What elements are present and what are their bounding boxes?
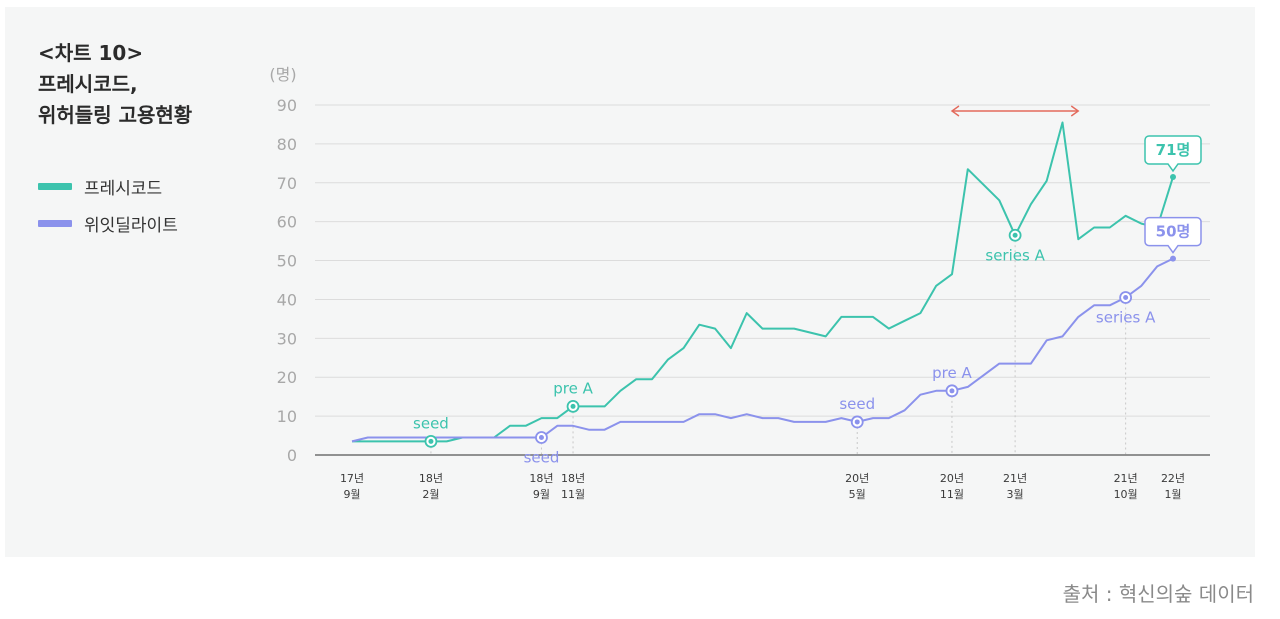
range-arrow-head-right (1070, 105, 1080, 117)
chart-panel (5, 7, 1255, 557)
title-line-2: 프레시코드, (38, 72, 138, 96)
x-tick-label: 2월 (422, 488, 439, 501)
event-label: pre A (932, 364, 972, 382)
x-tick-label: 9월 (533, 488, 550, 501)
event-label: series A (1096, 309, 1156, 327)
event-label: seed (413, 414, 449, 432)
end-callout-box (1144, 135, 1202, 173)
x-tick-label: 10월 (1114, 488, 1138, 501)
x-tick-label: 21년 (1114, 472, 1138, 485)
y-tick-label: 0 (287, 446, 297, 465)
legend-label-freshcode: 프레시코드 (84, 179, 163, 199)
legend-label-weatherlight: 위잇딜라이트 (84, 216, 178, 236)
event-label: seed (524, 449, 560, 467)
event-label: series A (985, 246, 1045, 264)
y-tick-label: 60 (277, 213, 297, 232)
title-line-3: 위허들링 고용현황 (38, 103, 193, 127)
series-line-freshcode (352, 121, 1174, 443)
x-tick-label: 3월 (1007, 488, 1024, 501)
event-marker-dot (1123, 295, 1129, 300)
legend: 프레시코드 위잇딜라이트 (38, 168, 178, 242)
legend-item-freshcode: 프레시코드 (38, 168, 178, 205)
end-point (1170, 173, 1176, 180)
y-tick-label: 90 (277, 96, 297, 115)
x-tick-label: 11월 (940, 488, 964, 501)
end-callout-label: 50명 (1156, 223, 1191, 241)
y-tick-label: 30 (277, 329, 297, 348)
range-arrow-head-left (950, 105, 960, 117)
event-marker-dot (428, 438, 434, 444)
event-marker-dot (854, 419, 860, 425)
x-tick-label: 18년 (561, 472, 585, 485)
event-marker-dot (1012, 232, 1018, 238)
x-tick-label: 20년 (940, 472, 964, 485)
y-tick-label: 50 (277, 252, 297, 271)
x-tick-label: 18년 (419, 472, 443, 485)
title-line-1: <차트 10> (38, 41, 144, 65)
series-line-weatherlight (351, 257, 1174, 443)
legend-swatch-weatherlight (38, 220, 72, 227)
x-tick-label: 18년 (529, 472, 553, 485)
x-tick-label: 21년 (1003, 472, 1027, 485)
y-tick-label: 20 (277, 368, 297, 387)
end-callout-box (1144, 216, 1202, 254)
y-tick-label: 40 (277, 290, 297, 309)
source-note: 출처 : 혁신의숲 데이터 (1062, 582, 1254, 606)
event-label: pre A (553, 379, 593, 397)
x-tick-label: 17년 (340, 472, 364, 485)
x-tick-label: 9월 (343, 488, 360, 501)
event-marker-dot (570, 403, 576, 409)
y-axis-label: (명) (269, 65, 296, 84)
event-label: seed (839, 395, 875, 413)
end-point (1170, 255, 1176, 262)
end-callout-label: 71명 (1156, 141, 1191, 159)
y-tick-label: 70 (277, 174, 297, 193)
chart-title: <차트 10> 프레시코드, 위허들링 고용현황 (38, 38, 192, 131)
x-tick-label: 22년 (1161, 472, 1185, 485)
x-tick-label: 20년 (845, 472, 869, 485)
event-marker-dot (538, 435, 544, 440)
y-tick-label: 80 (277, 135, 297, 154)
x-tick-label: 1월 (1164, 488, 1181, 501)
legend-item-weatherlight: 위잇딜라이트 (38, 205, 178, 242)
y-tick-label: 10 (277, 407, 297, 426)
event-marker-dot (949, 388, 955, 394)
x-tick-label: 5월 (849, 488, 866, 501)
legend-swatch-freshcode (38, 183, 72, 190)
x-tick-label: 11월 (561, 488, 585, 501)
